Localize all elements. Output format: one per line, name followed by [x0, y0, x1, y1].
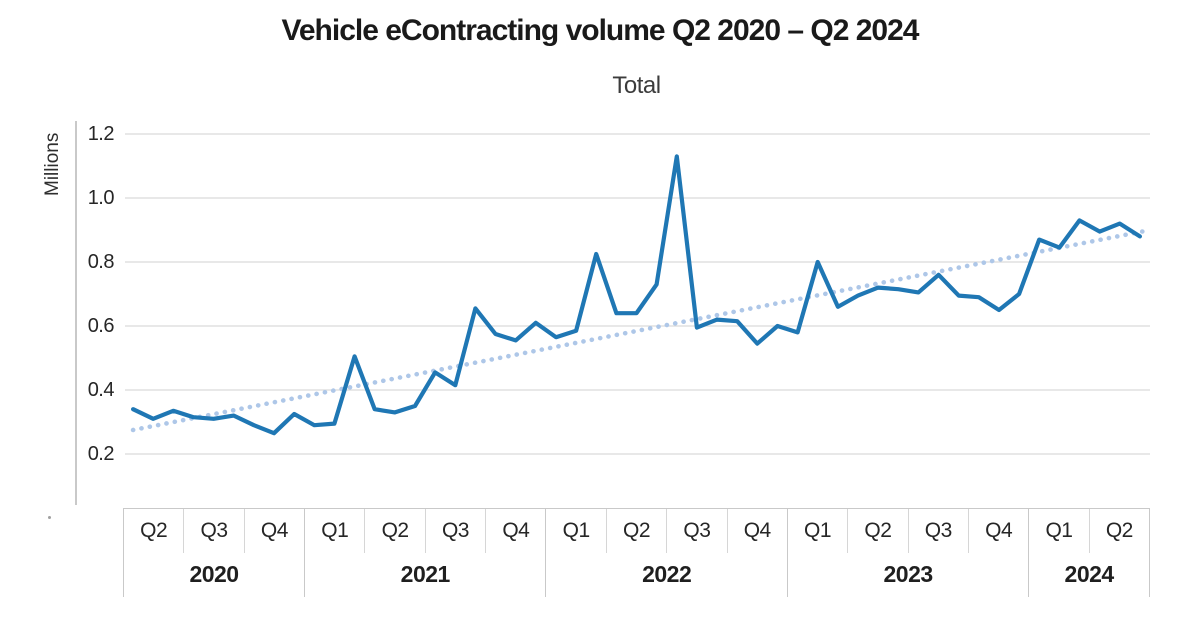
x-axis-quarter-label: Q2 — [607, 509, 668, 553]
y-axis-tick-labels: 1.2 1.0 0.8 0.6 0.4 0.2 — [76, 0, 115, 630]
chart-subtitle: Total — [612, 72, 661, 99]
x-axis-quarter-label: Q4 — [985, 519, 1013, 542]
y-tick-label: 0.4 — [87, 379, 115, 401]
x-axis-quarter-label: Q1 — [788, 509, 849, 553]
trend-line — [130, 227, 1150, 433]
year-group-2020: Q2 Q3 Q4 2020 — [124, 509, 306, 597]
x-axis-quarter-label: Q2 — [1105, 519, 1134, 542]
x-axis-quarter-label: Q2 — [365, 509, 426, 553]
x-axis-year-label: 2020 — [189, 561, 239, 587]
year-group-2024: Q1 Q2 2024 — [1029, 509, 1150, 597]
y-axis-title: Millions — [42, 132, 63, 196]
quarter-row: Q1 Q2 — [1029, 509, 1149, 553]
y-tick-label: 1.0 — [87, 187, 115, 209]
x-axis-quarter-label: Q2 — [848, 509, 909, 553]
quarter-row: Q2 Q3 Q4 — [124, 509, 304, 553]
x-axis-table: Q2 Q3 Q4 2020 Q1 Q2 Q3 Q4 2021 Q1 Q2 Q3 Q4 2022 Q1 Q2 Q3… — [123, 508, 1150, 597]
x-axis-quarter-label: Q2 — [124, 509, 185, 553]
x-axis-quarter-label: Q4 — [502, 519, 530, 542]
x-axis-year-label: 2022 — [642, 561, 692, 587]
y-tick-label: 0.6 — [87, 315, 115, 337]
x-axis-quarter-label: Q3 — [909, 509, 969, 553]
total-series-line[interactable] — [131, 154, 1143, 436]
plot-area — [125, 133, 1150, 455]
x-axis-quarter-label: Q1 — [1029, 509, 1090, 553]
y-axis-line — [75, 121, 77, 505]
x-axis-year-label: 2021 — [400, 561, 451, 587]
x-axis-quarter-label: Q4 — [743, 519, 772, 542]
x-axis-quarter-label: Q4 — [260, 519, 289, 542]
quarter-row: Q1 Q2 Q3 Q4 — [305, 509, 545, 553]
y-tick-label: 0.8 — [87, 251, 115, 273]
x-axis-quarter-label: Q3 — [184, 509, 245, 553]
chart-title: Vehicle eContracting volume Q2 2020 – Q2… — [281, 14, 920, 47]
x-axis-quarter-label: Q3 — [667, 509, 728, 553]
quarter-row: Q1 Q2 Q3 Q4 — [546, 509, 786, 553]
year-group-2023: Q1 Q2 Q3 Q4 2023 — [788, 509, 1030, 597]
y-tick-label: 0.2 — [87, 443, 115, 465]
x-axis-year-label: 2024 — [1064, 561, 1115, 587]
year-group-2022: Q1 Q2 Q3 Q4 2022 — [546, 509, 788, 597]
x-axis-quarter-label: Q1 — [305, 509, 366, 553]
x-axis-quarter-label: Q3 — [426, 509, 487, 553]
y-tick-label: 1.2 — [87, 123, 115, 145]
x-axis-year-label: 2023 — [883, 561, 933, 587]
x-axis-quarter-label: Q1 — [546, 509, 607, 553]
quarter-row: Q1 Q2 Q3 Q4 — [788, 509, 1028, 553]
year-group-2021: Q1 Q2 Q3 Q4 2021 — [305, 509, 547, 597]
x-axis-title-dot — [48, 516, 51, 519]
